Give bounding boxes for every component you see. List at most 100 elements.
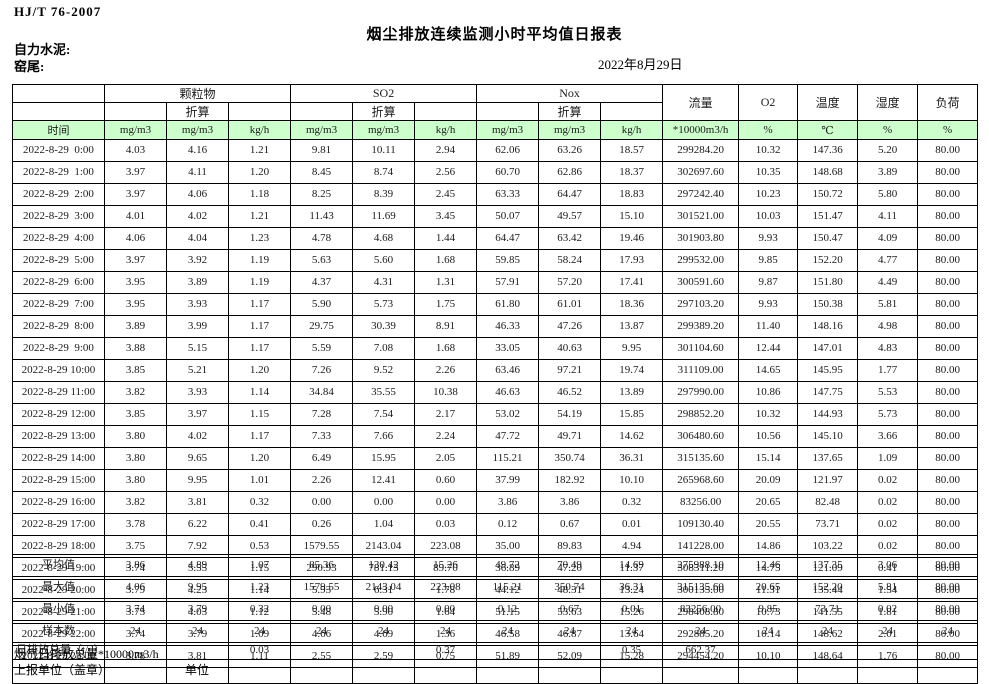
summary-value-cell: 36.31 — [600, 576, 663, 599]
value-cell: 5.21 — [166, 359, 229, 382]
unit-cell: kg/h — [600, 120, 664, 140]
summary-value-cell: 3.79 — [166, 598, 229, 621]
table-row: 2022-8-29 17:00 3.78 6.22 0.41 0.26 1.04 0.03 0… — [12, 513, 979, 536]
summary-value-cell: 130.42 — [352, 554, 415, 577]
value-cell: 46.33 — [476, 315, 540, 338]
value-cell: 2.17 — [414, 403, 478, 426]
empty-cell — [227, 667, 292, 684]
value-cell: 0.00 — [414, 491, 478, 514]
value-cell: 3.85 — [104, 359, 167, 382]
value-cell: 60.70 — [476, 161, 540, 184]
value-cell: 3.45 — [414, 205, 478, 228]
value-cell: 64.47 — [538, 183, 602, 206]
table-row: 2022-8-29 9:00 3.88 5.15 1.17 5.59 7.08 1.68 33… — [12, 337, 979, 360]
value-cell: 80.00 — [917, 249, 979, 272]
value-cell: 17.93 — [600, 249, 664, 272]
value-cell: 4.11 — [166, 161, 229, 184]
value-cell: 3.78 — [104, 513, 167, 536]
summary-value-cell: 80.00 — [917, 554, 978, 577]
summary-value-cell: 152.20 — [797, 576, 858, 599]
value-cell: 9.81 — [290, 139, 354, 162]
summary-value-cell: 85.36 — [290, 554, 353, 577]
value-cell: 4.77 — [857, 249, 919, 272]
value-cell: 3.97 — [104, 249, 167, 272]
empty-row — [12, 667, 979, 684]
value-cell: 80.00 — [917, 337, 979, 360]
value-cell: 121.97 — [797, 469, 859, 492]
summary-value-cell: 24 — [104, 620, 167, 643]
value-cell: 182.92 — [538, 469, 602, 492]
value-cell: 1.19 — [227, 249, 292, 272]
table-row: 2022-8-29 8:00 3.89 3.99 1.17 29.75 30.39 8.91… — [12, 315, 979, 338]
value-cell: 47.26 — [538, 315, 602, 338]
summary-value-cell: 24 — [166, 620, 229, 643]
value-cell: 62.06 — [476, 139, 540, 162]
summary-label: 平均值 — [12, 554, 105, 577]
value-cell: 301104.60 — [662, 337, 740, 360]
value-cell: 1.20 — [227, 359, 292, 382]
value-cell: 151.80 — [797, 271, 859, 294]
daily-total-cell: 0.37 — [414, 642, 477, 660]
time-cell: 2022-8-29 4:00 — [12, 227, 105, 250]
value-cell: 7.26 — [290, 359, 354, 382]
time-cell: 2022-8-29 7:00 — [12, 293, 105, 316]
summary-value-cell: 83256.00 — [662, 598, 739, 621]
value-cell: 0.02 — [857, 491, 919, 514]
value-cell: 80.00 — [917, 469, 979, 492]
summary-value-cell: 24 — [917, 620, 978, 643]
value-cell: 10.10 — [600, 469, 664, 492]
value-cell: 3.89 — [166, 271, 229, 294]
value-cell: 18.36 — [600, 293, 664, 316]
summary-value-cell: 0.00 — [290, 598, 353, 621]
time-cell: 2022-8-29 8:00 — [12, 315, 105, 338]
summary-value-cell: 24 — [352, 620, 415, 643]
value-cell: 115.21 — [476, 447, 540, 470]
value-cell: 14.62 — [600, 425, 664, 448]
value-cell: 13.89 — [600, 381, 664, 404]
value-cell: 4.37 — [290, 271, 354, 294]
value-cell: 61.80 — [476, 293, 540, 316]
group-particulate: 颗粒物 — [103, 84, 292, 103]
empty-cell — [352, 667, 416, 684]
value-cell: 5.63 — [290, 249, 354, 272]
value-cell: 1.20 — [227, 447, 292, 470]
value-cell: 33.05 — [476, 337, 540, 360]
value-cell: 152.20 — [797, 249, 859, 272]
time-cell: 2022-8-29 2:00 — [12, 183, 105, 206]
value-cell: 36.31 — [600, 447, 664, 470]
value-cell: 4.68 — [352, 227, 416, 250]
value-cell: 40.63 — [538, 337, 602, 360]
table-row: 2022-8-29 18:00 3.75 7.92 0.53 1579.55 2143.0… — [12, 535, 979, 558]
unit-cell: mg/m3 — [290, 120, 354, 140]
value-cell: 3.86 — [476, 491, 540, 514]
time-cell: 2022-8-29 16:00 — [12, 491, 105, 514]
value-cell: 145.10 — [797, 425, 859, 448]
value-cell: 1.20 — [227, 161, 292, 184]
value-cell: 4.98 — [857, 315, 919, 338]
time-cell: 2022-8-29 14:00 — [12, 447, 105, 470]
value-cell: 3.75 — [104, 535, 167, 558]
group-so2: SO2 — [290, 84, 478, 103]
table-row: 2022-8-29 12:00 3.85 3.97 1.15 7.28 7.54 2.17 5… — [12, 403, 979, 426]
value-cell: 46.52 — [538, 381, 602, 404]
value-cell: 4.04 — [166, 227, 229, 250]
value-cell: 150.47 — [797, 227, 859, 250]
value-cell: 3.85 — [104, 403, 167, 426]
value-cell: 14.86 — [738, 535, 799, 558]
summary-value-cell: 1.07 — [228, 554, 291, 577]
value-cell: 4.06 — [104, 227, 167, 250]
empty-cell — [857, 667, 919, 684]
empty-cell — [290, 667, 354, 684]
value-cell: 80.00 — [917, 491, 979, 514]
value-cell: 34.84 — [290, 381, 354, 404]
value-cell: 97.21 — [538, 359, 602, 382]
summary-value-cell: 24 — [600, 620, 663, 643]
summary-row: 最小值 3.74 3.79 0.32 0.00 0.00 0.00 0.12 0.67 0.01 8… — [12, 598, 978, 621]
unit-cell: % — [917, 120, 979, 140]
table-row: 2022-8-29 11:00 3.82 3.93 1.14 34.84 35.55 10.… — [12, 381, 979, 404]
value-cell: 0.26 — [290, 513, 354, 536]
summary-table: 平均值 3.86 4.89 1.07 85.36 130.42 15.26 49.72 70.4… — [12, 554, 978, 660]
value-cell: 1.23 — [227, 227, 292, 250]
summary-value-cell: 0.67 — [538, 598, 601, 621]
summary-value-cell: 2143.04 — [352, 576, 415, 599]
